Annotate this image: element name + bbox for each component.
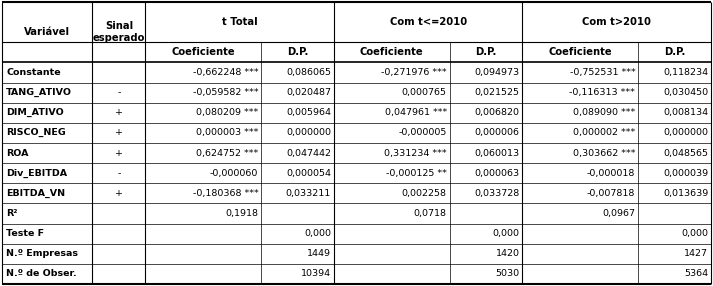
Text: 0,0718: 0,0718	[414, 209, 447, 218]
Text: 0,000765: 0,000765	[402, 88, 447, 97]
Text: -0,116313 ***: -0,116313 ***	[570, 88, 635, 97]
Text: 0,086065: 0,086065	[286, 68, 331, 77]
Text: 0,000039: 0,000039	[663, 169, 708, 178]
Text: EBITDA_VN: EBITDA_VN	[6, 189, 66, 198]
Text: Com t<=2010: Com t<=2010	[389, 17, 467, 27]
Text: -: -	[117, 169, 120, 178]
Text: 0,000: 0,000	[304, 229, 331, 238]
Text: 0,048565: 0,048565	[663, 148, 708, 158]
Text: -0,662248 ***: -0,662248 ***	[193, 68, 258, 77]
Text: 0,000000: 0,000000	[663, 128, 708, 138]
Text: -0,007818: -0,007818	[587, 189, 635, 198]
Text: +: +	[115, 108, 123, 117]
Text: 0,005964: 0,005964	[286, 108, 331, 117]
Text: +: +	[115, 148, 123, 158]
Text: 0,013639: 0,013639	[663, 189, 708, 198]
Text: 0,033211: 0,033211	[286, 189, 331, 198]
Text: D.P.: D.P.	[664, 47, 685, 57]
Text: 0,060013: 0,060013	[474, 148, 520, 158]
Text: Com t>2010: Com t>2010	[583, 17, 651, 27]
Text: -0,000005: -0,000005	[399, 128, 447, 138]
Text: N.º Empresas: N.º Empresas	[6, 249, 78, 258]
Text: 1420: 1420	[496, 249, 520, 258]
Text: Constante: Constante	[6, 68, 61, 77]
Text: 10394: 10394	[301, 269, 331, 279]
Text: 0,047442: 0,047442	[286, 148, 331, 158]
Text: 0,000: 0,000	[681, 229, 708, 238]
Text: 0,030450: 0,030450	[663, 88, 708, 97]
Text: 0,000000: 0,000000	[286, 128, 331, 138]
Text: -0,271976 ***: -0,271976 ***	[381, 68, 447, 77]
Text: 0,000003 ***: 0,000003 ***	[196, 128, 258, 138]
Text: -0,180368 ***: -0,180368 ***	[193, 189, 258, 198]
Text: 0,000: 0,000	[493, 229, 520, 238]
Text: R²: R²	[6, 209, 18, 218]
Text: -: -	[117, 88, 120, 97]
Text: 1427: 1427	[684, 249, 708, 258]
Text: 0,094973: 0,094973	[474, 68, 520, 77]
Text: 0,008134: 0,008134	[663, 108, 708, 117]
Text: 0,021525: 0,021525	[475, 88, 520, 97]
Text: Coeficiente: Coeficiente	[171, 47, 235, 57]
Text: 0,118234: 0,118234	[663, 68, 708, 77]
Text: +: +	[115, 128, 123, 138]
Text: 0,000054: 0,000054	[286, 169, 331, 178]
Text: 0,080209 ***: 0,080209 ***	[196, 108, 258, 117]
Text: Sinal
esperado: Sinal esperado	[93, 21, 145, 43]
Text: Teste F: Teste F	[6, 229, 44, 238]
Text: Coeficiente: Coeficiente	[360, 47, 424, 57]
Text: +: +	[115, 189, 123, 198]
Text: Variável: Variável	[24, 27, 70, 37]
Text: t Total: t Total	[222, 17, 257, 27]
Text: -0,000125 **: -0,000125 **	[386, 169, 447, 178]
Text: D.P.: D.P.	[476, 47, 497, 57]
Text: 0,0967: 0,0967	[602, 209, 635, 218]
Text: DIM_ATIVO: DIM_ATIVO	[6, 108, 64, 117]
Text: 0,1918: 0,1918	[225, 209, 258, 218]
Text: 0,331234 ***: 0,331234 ***	[384, 148, 447, 158]
Text: -0,000018: -0,000018	[587, 169, 635, 178]
Text: 0,002258: 0,002258	[402, 189, 447, 198]
Text: -0,059582 ***: -0,059582 ***	[193, 88, 258, 97]
Text: 0,624752 ***: 0,624752 ***	[196, 148, 258, 158]
Text: -0,000060: -0,000060	[210, 169, 258, 178]
Text: Div_EBITDA: Div_EBITDA	[6, 169, 68, 178]
Text: 0,020487: 0,020487	[286, 88, 331, 97]
Text: 0,006820: 0,006820	[475, 108, 520, 117]
Text: D.P.: D.P.	[287, 47, 308, 57]
Text: TANG_ATIVO: TANG_ATIVO	[6, 88, 72, 97]
Text: Coeficiente: Coeficiente	[548, 47, 612, 57]
Text: 0,000002 ***: 0,000002 ***	[573, 128, 635, 138]
Text: 0,033728: 0,033728	[474, 189, 520, 198]
Text: 5364: 5364	[684, 269, 708, 279]
Text: ROA: ROA	[6, 148, 29, 158]
Text: 0,303662 ***: 0,303662 ***	[573, 148, 635, 158]
Text: 0,000063: 0,000063	[474, 169, 520, 178]
Text: RISCO_NEG: RISCO_NEG	[6, 128, 66, 138]
Text: 0,089090 ***: 0,089090 ***	[573, 108, 635, 117]
Text: 5030: 5030	[496, 269, 520, 279]
Text: -0,752531 ***: -0,752531 ***	[570, 68, 635, 77]
Text: 1449: 1449	[307, 249, 331, 258]
Text: 0,000006: 0,000006	[475, 128, 520, 138]
Text: 0,047961 ***: 0,047961 ***	[384, 108, 447, 117]
Text: N.º de Obser.: N.º de Obser.	[6, 269, 77, 279]
